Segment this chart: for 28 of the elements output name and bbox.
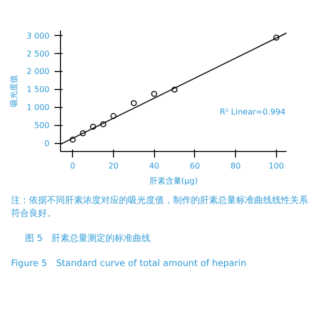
point xyxy=(151,90,158,97)
caption: Figure 5 Standard curve of total amount of heparin xyxy=(11,258,246,270)
point xyxy=(90,124,96,130)
x-tick-label: 100 xyxy=(268,162,284,170)
annotation: R² Linear=0.994 xyxy=(220,108,286,116)
x-tick-label: 60 xyxy=(190,162,200,170)
x-axis-title: 肝素含量(μg) xyxy=(149,176,198,186)
x-tick-label: 20 xyxy=(108,162,119,170)
point xyxy=(110,113,116,120)
y-tick-label: 3 000 xyxy=(26,31,50,40)
y-tick-label: 1 000 xyxy=(26,102,50,112)
point xyxy=(70,136,76,143)
x-tick-label: 0 xyxy=(70,162,76,170)
y-tick-label: 500 xyxy=(34,120,50,130)
y-tick-label: 0 xyxy=(44,138,50,148)
caption: 图 5 肝素总量测定的标准曲线 xyxy=(25,232,151,246)
y-tick-label: 1 500 xyxy=(26,85,50,94)
x-tick-label: 80 xyxy=(230,162,241,170)
text: 注：依据不同肝素浓度对应的吸光度值，制作的肝素总量标准曲线线性关系符合良好。 xyxy=(11,195,309,221)
y-tick-label: 2 000 xyxy=(26,67,50,76)
point xyxy=(80,130,86,136)
x-tick-label: 40 xyxy=(149,162,160,170)
point xyxy=(130,100,137,106)
point xyxy=(100,121,106,128)
y-tick-label: 2 500 xyxy=(26,49,50,58)
y-axis-title: 吸光度值 xyxy=(10,75,19,107)
point xyxy=(273,34,280,41)
point xyxy=(172,86,178,93)
